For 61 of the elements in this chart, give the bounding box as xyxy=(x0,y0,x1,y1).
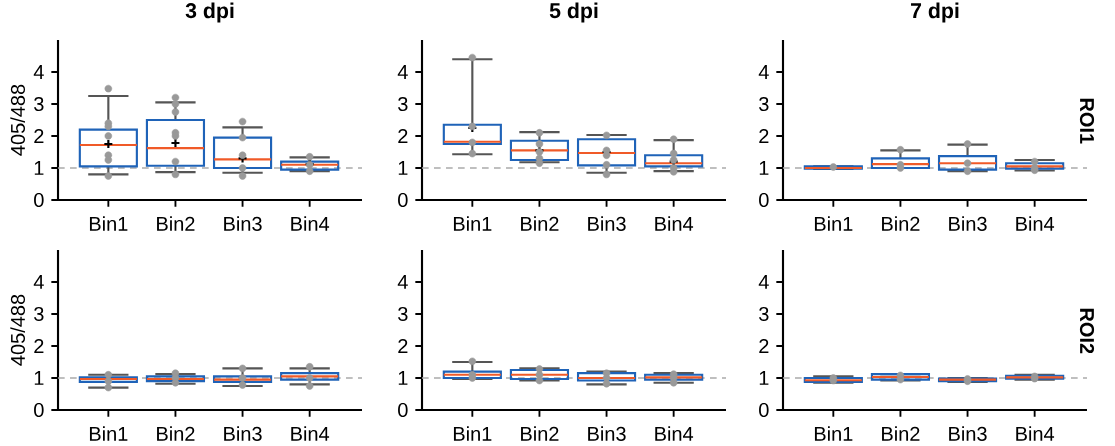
y-tick-label: 0 xyxy=(34,402,44,418)
y-axis-title: 405/488 xyxy=(10,294,26,366)
y-tick-label: 0 xyxy=(398,402,408,418)
y-tick-label: 2 xyxy=(34,339,44,353)
x-tick-label: Bin3 xyxy=(224,426,262,441)
y-tick-label: 2 xyxy=(759,339,769,353)
y-tick-label: 2 xyxy=(398,129,408,143)
y-tick-label: 4 xyxy=(33,275,44,289)
y-axis-title: 405/488 xyxy=(10,84,26,156)
x-tick-label: Bin4 xyxy=(291,216,330,231)
x-tick-label: Bin1 xyxy=(814,426,853,441)
y-tick-label: 1 xyxy=(34,371,44,385)
y-tick-label: 4 xyxy=(397,275,408,289)
x-tick-label: Bin4 xyxy=(655,216,694,231)
annotation: ROI1 xyxy=(1079,98,1095,144)
y-tick-label: 0 xyxy=(398,192,408,208)
y-tick-label: 0 xyxy=(759,192,769,208)
annotation: ROI2 xyxy=(1079,308,1095,354)
y-tick-label: 1 xyxy=(759,161,769,175)
x-tick-label: Bin3 xyxy=(224,216,262,231)
y-tick-label: 4 xyxy=(33,65,44,79)
y-tick-label: 2 xyxy=(398,339,408,353)
x-tick-label: Bin4 xyxy=(1016,216,1055,231)
y-tick-label: 2 xyxy=(34,129,44,143)
x-tick-label: Bin4 xyxy=(291,426,330,441)
x-tick-label: Bin1 xyxy=(814,216,853,231)
x-tick-label: Bin3 xyxy=(949,216,987,231)
y-tick-label: 4 xyxy=(758,65,769,79)
x-tick-label: Bin3 xyxy=(588,426,626,441)
x-tick-label: Bin3 xyxy=(949,426,987,441)
x-tick-label: Bin1 xyxy=(89,426,128,441)
y-tick-label: 3 xyxy=(398,306,408,322)
x-tick-label: Bin2 xyxy=(521,216,559,231)
x-tick-label: Bin3 xyxy=(588,216,626,231)
y-tick-label: 1 xyxy=(398,371,408,385)
x-tick-label: Bin1 xyxy=(453,426,492,441)
x-tick-label: Bin2 xyxy=(882,426,920,441)
y-tick-label: 1 xyxy=(759,371,769,385)
y-tick-label: 3 xyxy=(34,306,44,322)
x-tick-label: Bin2 xyxy=(157,216,195,231)
x-tick-label: Bin4 xyxy=(1016,426,1055,441)
x-tick-label: Bin2 xyxy=(882,216,920,231)
x-tick-label: Bin1 xyxy=(89,216,128,231)
y-tick-label: 1 xyxy=(398,161,408,175)
x-tick-label: Bin1 xyxy=(453,216,492,231)
x-tick-label: Bin4 xyxy=(655,426,694,441)
chart-title: 3 dpi xyxy=(185,2,234,23)
y-tick-label: 1 xyxy=(34,161,44,175)
y-tick-label: 3 xyxy=(759,306,769,322)
y-tick-label: 0 xyxy=(759,402,769,418)
y-tick-label: 2 xyxy=(759,129,769,143)
chart-title: 5 dpi xyxy=(549,2,598,23)
chart-title: 7 dpi xyxy=(911,2,959,23)
y-tick-label: 3 xyxy=(34,96,44,112)
y-tick-label: 3 xyxy=(398,96,408,112)
y-tick-label: 0 xyxy=(34,192,44,208)
y-tick-label: 3 xyxy=(759,96,769,112)
y-tick-label: 4 xyxy=(397,65,408,79)
x-tick-label: Bin2 xyxy=(521,426,559,441)
x-tick-label: Bin2 xyxy=(157,426,195,441)
y-tick-label: 4 xyxy=(758,275,769,289)
